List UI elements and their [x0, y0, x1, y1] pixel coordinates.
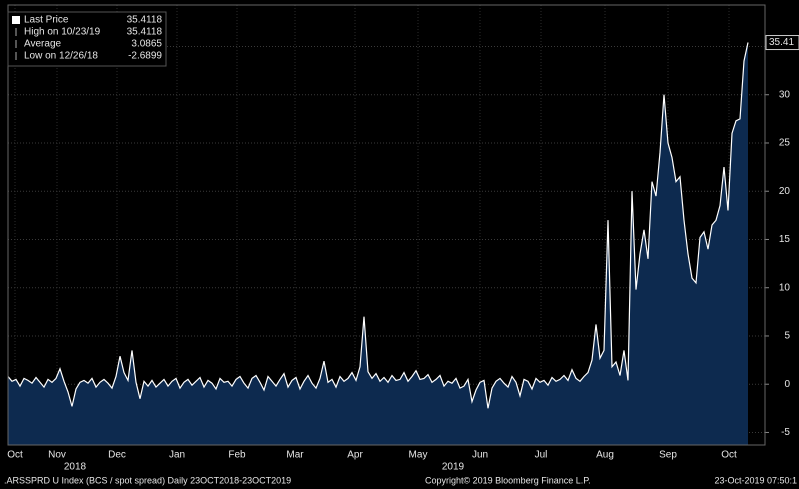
y-tick-label: -5 — [781, 427, 790, 438]
x-tick-label: Aug — [596, 450, 614, 461]
x-tick-label: Jul — [535, 450, 548, 461]
y-tick-label: 20 — [779, 186, 791, 197]
y-tick-label: 10 — [779, 282, 791, 293]
y-tick-label: 5 — [784, 331, 790, 342]
legend-label: Average — [24, 39, 62, 50]
footer-left: .ARSSPRD U Index (BCS / spot spread) Dai… — [4, 475, 291, 485]
x-tick-label: Apr — [347, 450, 363, 461]
x-tick-label: May — [409, 450, 428, 461]
legend-label: High on 10/23/19 — [24, 27, 101, 38]
line — [7, 42, 749, 409]
plot-frame — [7, 4, 766, 446]
x-tick-label: Nov — [48, 450, 66, 461]
legend-value: 3.0865 — [131, 39, 162, 50]
x-tick-label: Oct — [721, 450, 737, 461]
x-tick-label: Jun — [472, 450, 488, 461]
y-tick-label: 25 — [779, 138, 791, 149]
y-tick-label: 0 — [784, 379, 790, 390]
y-tick-label: 30 — [779, 89, 791, 100]
last-value-box — [765, 35, 799, 51]
legend-icon — [12, 16, 20, 24]
y-tick-label: 15 — [779, 234, 791, 245]
x-tick-label: Dec — [108, 450, 126, 461]
last-value-tag: 35.41 — [769, 37, 794, 48]
x-tick-label: Mar — [286, 450, 304, 461]
legend-box — [7, 11, 167, 67]
footer-right: 23-Oct-2019 07:50:1 — [714, 475, 797, 485]
legend-label: Low on 12/26/18 — [24, 51, 98, 62]
legend-value: 35.4118 — [127, 27, 163, 38]
legend-value: -2.6899 — [128, 51, 162, 62]
year-label: 2018 — [64, 462, 87, 473]
legend-label: Last Price — [24, 15, 69, 26]
area — [8, 42, 748, 445]
x-tick-label: Oct — [7, 450, 23, 461]
x-tick-label: Sep — [659, 450, 677, 461]
x-tick-label: Jan — [169, 450, 185, 461]
footer-center: Copyright© 2019 Bloomberg Finance L.P. — [425, 475, 591, 485]
legend-value: 35.4118 — [127, 15, 163, 26]
x-tick-label: Feb — [228, 450, 246, 461]
year-label: 2019 — [442, 462, 465, 473]
